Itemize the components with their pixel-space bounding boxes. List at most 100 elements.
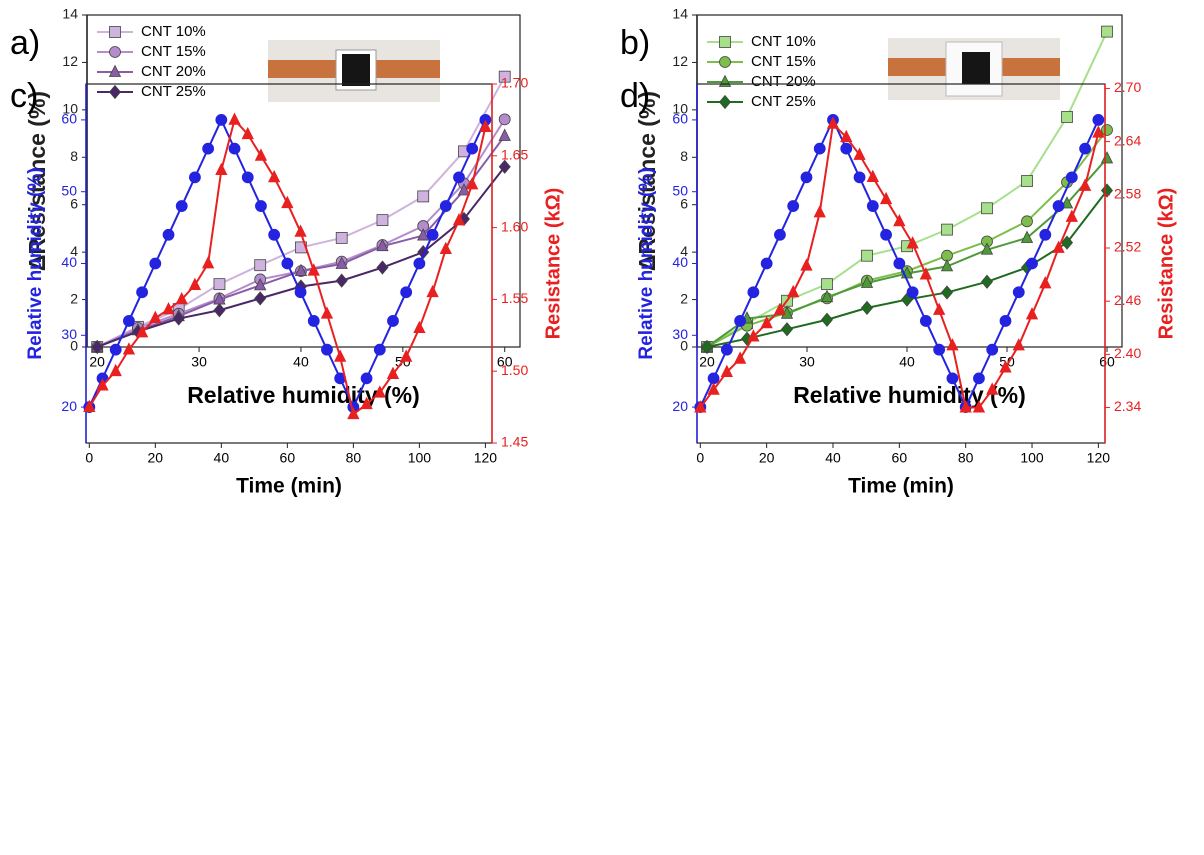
marker bbox=[267, 169, 281, 183]
y-tick-label: 50 bbox=[61, 182, 77, 198]
marker bbox=[906, 286, 919, 299]
marker bbox=[1079, 142, 1091, 155]
marker bbox=[1039, 228, 1052, 241]
marker bbox=[700, 339, 714, 355]
marker bbox=[718, 94, 732, 110]
marker bbox=[800, 258, 813, 271]
marker bbox=[360, 372, 373, 385]
x-tick-label: 120 bbox=[474, 450, 498, 466]
marker bbox=[307, 263, 320, 276]
x-tick-label: 40 bbox=[214, 450, 230, 466]
inset-photo-b bbox=[888, 38, 1060, 100]
marker bbox=[108, 64, 122, 77]
marker bbox=[840, 129, 853, 143]
y-tick-label: 4 bbox=[680, 243, 688, 259]
y-tick-label: 8 bbox=[680, 148, 688, 164]
marker bbox=[919, 267, 933, 280]
marker bbox=[941, 223, 953, 236]
legend-label: CNT 25% bbox=[141, 83, 206, 100]
marker bbox=[853, 147, 866, 160]
x-tick-label: 100 bbox=[408, 450, 432, 466]
marker bbox=[417, 190, 430, 203]
marker bbox=[866, 169, 879, 182]
legend-label: CNT 15% bbox=[141, 43, 206, 60]
y2-tick-label: 2.70 bbox=[1114, 79, 1141, 95]
marker bbox=[747, 286, 760, 299]
marker bbox=[694, 400, 707, 413]
marker bbox=[213, 303, 226, 318]
marker bbox=[321, 343, 333, 356]
inset-photo-a bbox=[268, 40, 440, 102]
x-tick-label: 20 bbox=[148, 450, 164, 466]
x-tick-label: 30 bbox=[191, 354, 207, 370]
marker bbox=[1052, 240, 1065, 253]
marker bbox=[202, 142, 215, 155]
marker bbox=[335, 232, 348, 244]
marker bbox=[861, 249, 873, 262]
marker bbox=[334, 349, 347, 362]
marker bbox=[1101, 124, 1113, 136]
marker bbox=[335, 256, 348, 269]
marker bbox=[932, 302, 946, 315]
y2-tick-label: 2.64 bbox=[1114, 132, 1141, 148]
marker bbox=[1012, 338, 1025, 351]
x-tick-label: 60 bbox=[497, 354, 513, 370]
marker bbox=[268, 228, 281, 241]
x-tick-label: 0 bbox=[696, 450, 704, 466]
marker bbox=[254, 148, 268, 161]
marker bbox=[228, 142, 241, 155]
marker bbox=[719, 56, 731, 68]
y2-tick-label: 1.45 bbox=[501, 434, 528, 450]
marker bbox=[189, 171, 201, 184]
marker bbox=[940, 258, 954, 272]
marker bbox=[213, 278, 226, 291]
marker bbox=[498, 113, 511, 126]
y2-tick-label: 2.58 bbox=[1114, 186, 1141, 202]
y-tick-label: 12 bbox=[672, 53, 688, 69]
marker bbox=[281, 257, 294, 270]
marker bbox=[320, 306, 334, 319]
marker bbox=[498, 159, 511, 174]
marker bbox=[91, 339, 104, 355]
marker bbox=[973, 372, 985, 385]
marker bbox=[498, 70, 511, 83]
x-tick-label: 40 bbox=[293, 354, 309, 370]
x-tick-label: 60 bbox=[892, 450, 908, 466]
x-tick-label: 20 bbox=[89, 354, 105, 370]
y2-tick-label: 2.34 bbox=[1114, 398, 1141, 414]
marker bbox=[452, 213, 466, 226]
marker bbox=[228, 112, 241, 125]
marker bbox=[1100, 151, 1114, 164]
marker bbox=[980, 242, 994, 255]
marker bbox=[707, 372, 720, 385]
x-tick-label: 0 bbox=[85, 450, 93, 466]
y2-tick-label: 1.70 bbox=[501, 75, 528, 91]
marker bbox=[1092, 114, 1105, 126]
y-axis-label: Relative humidity (%) bbox=[25, 167, 46, 359]
y-tick-label: 20 bbox=[672, 398, 688, 414]
marker bbox=[1026, 257, 1038, 270]
marker bbox=[109, 26, 121, 38]
marker bbox=[820, 312, 834, 327]
x-tick-label: 120 bbox=[1087, 450, 1111, 466]
marker bbox=[860, 300, 874, 315]
y2-tick-label: 1.50 bbox=[501, 362, 528, 378]
x-tick-label: 60 bbox=[1099, 354, 1115, 370]
panel-label: d) bbox=[620, 77, 650, 115]
marker bbox=[747, 329, 760, 342]
y-tick-label: 14 bbox=[62, 6, 78, 22]
marker bbox=[376, 260, 389, 275]
marker bbox=[813, 142, 826, 155]
panel-label: b) bbox=[620, 24, 650, 62]
marker bbox=[123, 315, 135, 327]
y-tick-label: 6 bbox=[70, 195, 78, 211]
y-axis-label: Relative humidity (%) bbox=[636, 167, 657, 359]
marker bbox=[175, 200, 188, 212]
x-tick-label: 20 bbox=[759, 450, 775, 466]
marker bbox=[136, 286, 149, 299]
marker bbox=[83, 399, 96, 413]
marker bbox=[386, 366, 400, 379]
y-tick-label: 30 bbox=[61, 326, 77, 342]
y-tick-label: 40 bbox=[61, 254, 77, 270]
